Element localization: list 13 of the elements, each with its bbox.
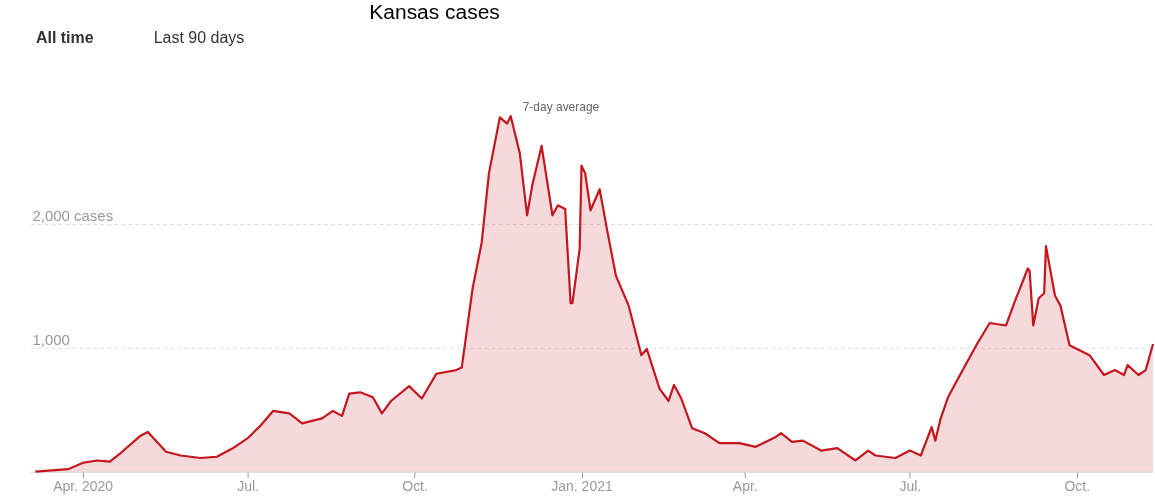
annotation: 7-day average bbox=[522, 100, 600, 115]
y-tick-label: 1,000 bbox=[32, 331, 70, 349]
text: All time bbox=[35, 29, 94, 47]
x-tick-label: Oct. bbox=[1064, 478, 1091, 495]
y-tick-label: 2,000 cases bbox=[32, 207, 114, 225]
x-tick-label: Apr. bbox=[732, 478, 758, 495]
x-tick-label: Apr. 2020 bbox=[53, 478, 114, 495]
x-tick-label: Oct. bbox=[402, 478, 428, 495]
text: Last 90 days bbox=[153, 29, 245, 47]
chart-title: Kansas cases bbox=[369, 0, 500, 24]
x-tick-label: Jan. 2021 bbox=[551, 478, 613, 495]
x-tick-label: Jul. bbox=[237, 478, 260, 495]
x-tick-label: Jul. bbox=[899, 478, 922, 495]
